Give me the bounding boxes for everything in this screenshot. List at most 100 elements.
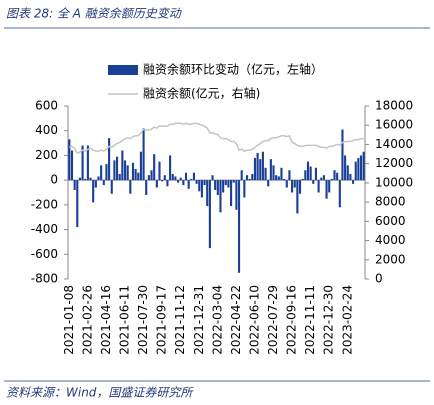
x-tick-label: 2022-11-11 xyxy=(303,285,317,355)
bar xyxy=(359,155,363,181)
bar xyxy=(126,165,129,181)
source-note: 资料来源：Wind，国盛证券研究所 xyxy=(6,386,194,400)
bar xyxy=(280,167,283,181)
bar xyxy=(320,177,323,181)
x-tick-label: 2021-02-26 xyxy=(80,285,94,355)
bar xyxy=(84,178,87,181)
bar xyxy=(129,180,132,194)
bar xyxy=(92,180,95,203)
bar xyxy=(291,180,294,193)
y2-tick-label: 2000 xyxy=(375,252,406,266)
bar xyxy=(269,159,272,181)
bar xyxy=(333,170,336,181)
bar xyxy=(243,180,246,198)
bar xyxy=(158,161,161,181)
bar xyxy=(309,166,312,181)
bar xyxy=(184,172,188,181)
y2-tick-label: 12000 xyxy=(375,156,413,170)
x-tick-label: 2022-06-10 xyxy=(247,285,261,355)
bar xyxy=(317,180,320,193)
bar xyxy=(100,165,103,181)
y-tick-label: 0 xyxy=(50,173,58,187)
bar xyxy=(166,180,169,187)
bar xyxy=(206,180,209,207)
bar xyxy=(139,151,142,181)
bar xyxy=(86,145,89,181)
x-tick-label: 2022-12-30 xyxy=(322,285,336,355)
bar xyxy=(341,129,344,181)
y-tick-label: 200 xyxy=(35,148,58,162)
bar xyxy=(70,150,74,181)
bar xyxy=(312,180,315,184)
bar xyxy=(362,151,365,181)
bar xyxy=(155,180,158,188)
bar xyxy=(216,180,219,195)
bar xyxy=(153,154,156,181)
x-tick-label: 2021-11-12 xyxy=(173,285,187,355)
y2-tick-label: 0 xyxy=(375,272,383,286)
y2-tick-label: 18000 xyxy=(375,99,413,113)
bar xyxy=(102,180,105,186)
bar xyxy=(211,175,214,181)
y2-tick-label: 10000 xyxy=(375,175,413,189)
bar xyxy=(349,173,352,181)
bar xyxy=(235,180,238,210)
x-tick-label: 2021-09-17 xyxy=(155,285,169,355)
bar xyxy=(267,180,270,187)
bar xyxy=(261,151,264,181)
bar xyxy=(237,180,241,273)
bar xyxy=(134,169,137,181)
bar xyxy=(227,180,230,188)
bar xyxy=(288,170,291,181)
bar xyxy=(352,180,355,184)
bar xyxy=(161,180,164,182)
bar xyxy=(182,180,185,186)
bar xyxy=(336,172,339,181)
y-tick-label: 600 xyxy=(35,99,58,113)
bar xyxy=(293,180,296,188)
bar xyxy=(256,152,259,181)
bar xyxy=(94,180,97,188)
x-tick-label: 2022-03-04 xyxy=(210,285,224,355)
bar xyxy=(76,180,79,228)
bar xyxy=(253,157,257,181)
bar xyxy=(296,180,299,214)
bar xyxy=(171,173,174,181)
y-tick-label: -600 xyxy=(31,247,58,261)
y-tick-label: -400 xyxy=(31,222,58,236)
x-tick-label: 2022-04-22 xyxy=(229,285,243,355)
bar xyxy=(131,162,135,181)
bar xyxy=(89,177,92,181)
bar xyxy=(245,175,249,181)
bar xyxy=(304,170,307,181)
bar xyxy=(301,178,304,181)
bar xyxy=(137,172,140,181)
bar xyxy=(346,165,349,181)
bar xyxy=(108,138,111,181)
legend-label: 融资余额环比变动（亿元，左轴） xyxy=(143,62,323,77)
bar xyxy=(328,180,331,193)
y-tick-label: -200 xyxy=(31,197,58,211)
bar xyxy=(248,178,251,181)
bar xyxy=(264,167,267,181)
bar xyxy=(187,180,190,189)
bar xyxy=(145,180,148,195)
bar xyxy=(179,177,182,181)
line xyxy=(69,122,364,155)
bar xyxy=(314,167,318,181)
x-tick-label: 2021-12-31 xyxy=(192,285,206,355)
bar xyxy=(325,180,328,199)
x-tick-label: 2022-09-16 xyxy=(285,285,299,355)
bar xyxy=(338,180,341,208)
y2-tick-label: 16000 xyxy=(375,118,413,132)
x-tick-label: 2021-06-11 xyxy=(118,285,132,355)
bar xyxy=(240,170,243,181)
x-tick-label: 2021-04-16 xyxy=(99,285,113,355)
x-tick-label: 2022-07-29 xyxy=(266,285,280,355)
chart-title: 图表 28: 全 A 融资余额历史变动 xyxy=(6,7,183,21)
bar xyxy=(174,176,177,181)
bar xyxy=(306,161,310,181)
x-tick-label: 2021-07-30 xyxy=(136,285,150,355)
bar xyxy=(285,180,288,188)
